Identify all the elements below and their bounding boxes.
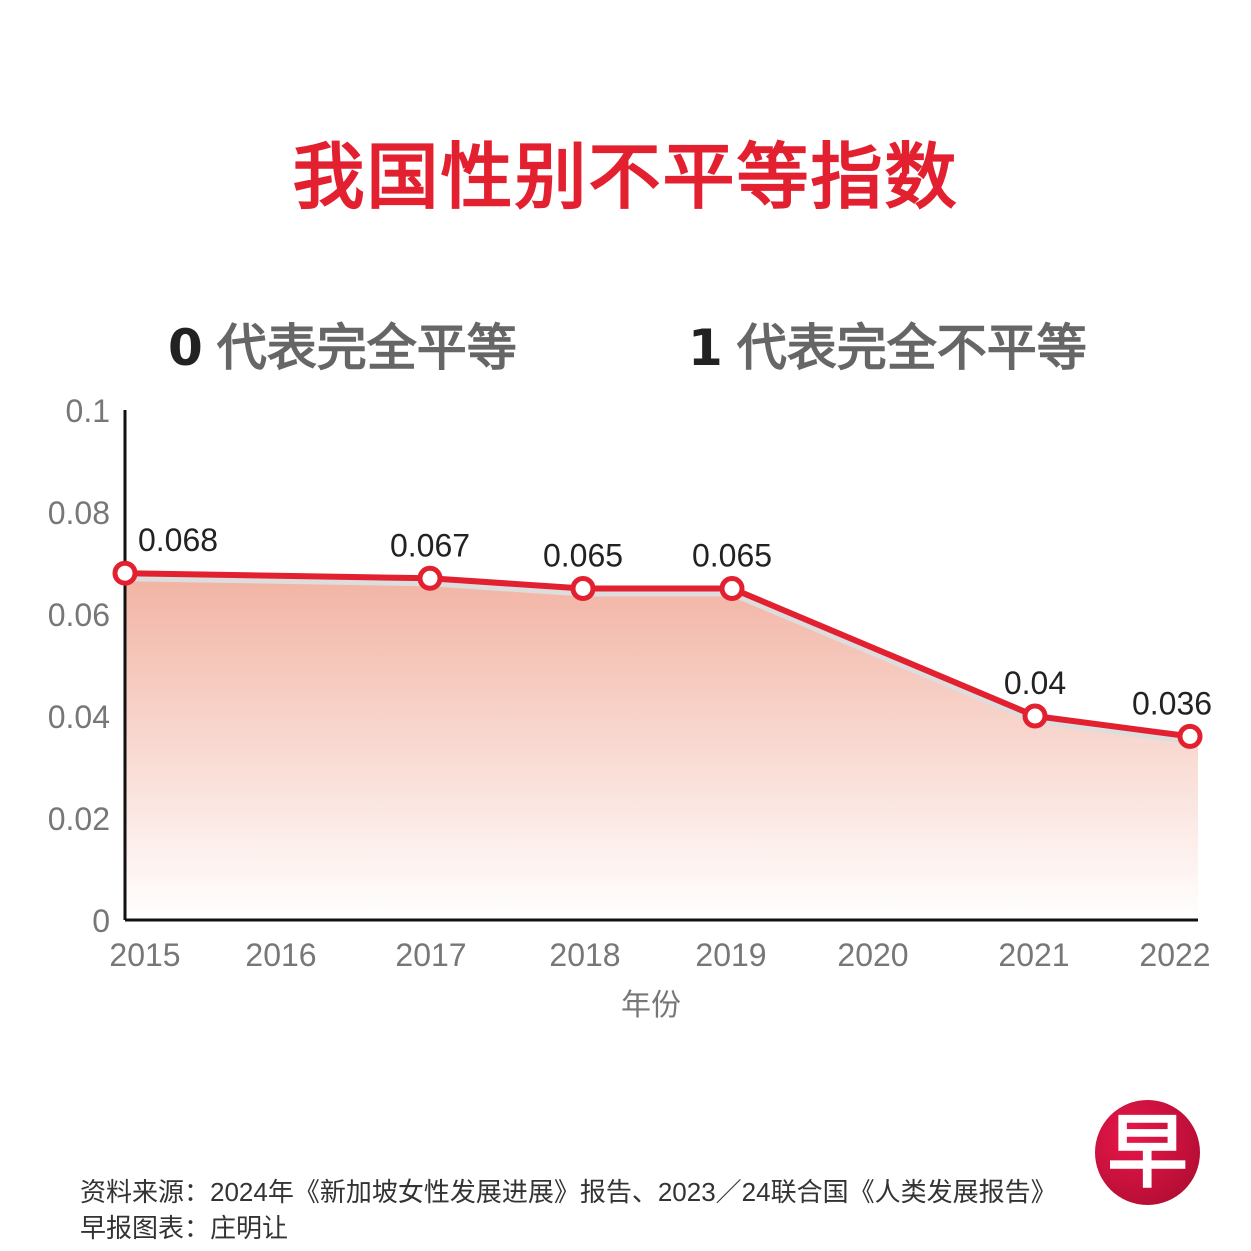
x-axis-label: 年份	[621, 988, 681, 1023]
data-point	[719, 576, 745, 601]
data-point	[1022, 703, 1048, 729]
chart-title: 我国性别不平等指数	[292, 135, 959, 219]
note-text: 代表完全不平等	[736, 319, 1087, 377]
y-tick-label: 0.02	[48, 801, 110, 837]
x-tick-label: 2022	[1139, 937, 1210, 973]
note-number: 1	[688, 319, 723, 377]
line-shadow	[124, 575, 1191, 745]
data-point	[1177, 723, 1203, 749]
data-label: 0.036	[1132, 685, 1212, 721]
source-note: 资料来源：2024年《新加坡女性发展进展》报告、2023／24联合国《人类发展报…	[80, 1177, 1057, 1207]
series-line	[124, 570, 1191, 740]
data-point	[417, 565, 443, 591]
x-tick-label: 2020	[837, 937, 908, 973]
y-tick-label: 0.04	[48, 699, 110, 735]
x-tick-label: 2019	[695, 937, 766, 973]
data-label: 0.068	[138, 522, 218, 558]
note-text: 代表完全平等	[216, 319, 517, 377]
data-label: 0.067	[390, 527, 470, 563]
y-tick-label: 0.1	[66, 393, 110, 429]
data-label: 0.065	[543, 538, 623, 574]
scale-note-zero: 0 代表完全平等	[168, 308, 517, 380]
data-point	[112, 560, 138, 586]
data-label: 0.065	[692, 538, 772, 574]
x-tick-label: 2016	[245, 937, 316, 973]
area-fill	[125, 573, 1198, 920]
x-tick-label: 2018	[549, 937, 620, 973]
x-tick-label: 2015	[109, 937, 180, 973]
note-number: 0	[168, 319, 203, 377]
data-label: 0.04	[1004, 665, 1066, 701]
y-tick-label: 0.08	[48, 495, 110, 531]
y-tick-label: 0	[92, 903, 110, 939]
zaobao-logo: 早	[1095, 1100, 1200, 1205]
credit-note: 早报图表：庄明让	[80, 1213, 289, 1243]
scale-note-one: 1 代表完全不平等	[688, 308, 1087, 380]
x-tick-label: 2021	[998, 937, 1069, 973]
y-tick-label: 0.06	[48, 597, 110, 633]
x-tick-label: 2017	[395, 937, 466, 973]
data-point	[570, 576, 596, 601]
